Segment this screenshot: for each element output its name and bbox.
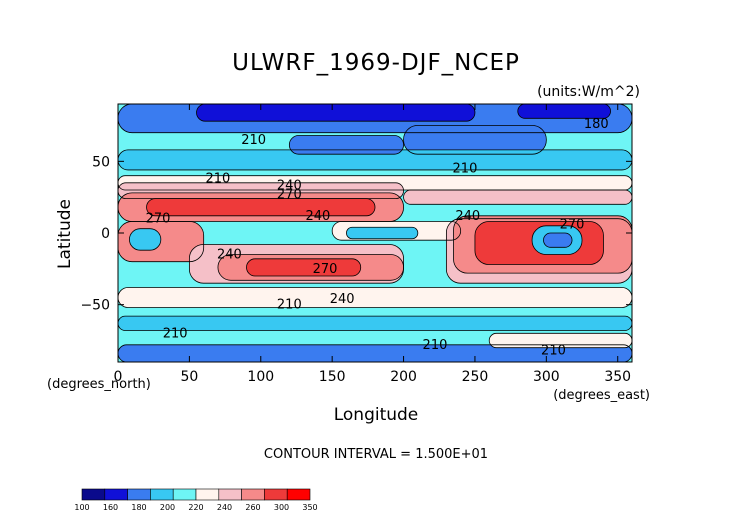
colorbar-swatch [150, 488, 174, 501]
x-tick-label: 200 [390, 369, 417, 385]
x-tick-label: 50 [180, 369, 198, 385]
contour-line [288, 135, 404, 155]
contour-label: 210 [453, 162, 478, 177]
x-tick-label: 0 [114, 369, 123, 385]
contour-label: 240 [277, 179, 302, 194]
y-tick-label: 50 [92, 154, 110, 170]
contour-region [403, 190, 632, 205]
y-axis-label: Latitude [55, 199, 75, 269]
contour-label: 240 [305, 209, 330, 224]
chart-title: ULWRF_1969-DJF_NCEP [232, 50, 520, 76]
colorbar-label: 260 [245, 503, 260, 512]
contour-region [118, 149, 632, 170]
y-tick-label: −50 [80, 298, 110, 314]
units-label: (units:W/m^2) [537, 84, 640, 100]
contour-region [196, 104, 475, 122]
contour-region [118, 287, 632, 308]
contour-line [531, 225, 583, 255]
contour-label: 210 [163, 326, 188, 341]
y-axis-ticks: −50 0 50 [80, 154, 632, 314]
contour-region [543, 233, 573, 248]
contour-label: 210 [541, 344, 566, 359]
colorbar-label: 220 [188, 503, 203, 512]
contour-region [118, 344, 632, 362]
x-tick-label: 350 [604, 369, 631, 385]
colorbar-swatch [172, 488, 197, 501]
contour-region [289, 135, 404, 155]
contour-label: 210 [277, 298, 302, 313]
contour-label: 240 [217, 248, 242, 263]
colorbar-label: 300 [274, 503, 289, 512]
x-axis-unit: (degrees_east) [553, 388, 650, 403]
y-axis-unit: (degrees_north) [47, 377, 151, 392]
colorbar-swatch [195, 488, 220, 501]
colorbar-swatch [241, 488, 265, 501]
colorbar-swatch [286, 488, 311, 501]
contour-line [346, 226, 419, 240]
colorbar-label: 200 [160, 503, 175, 512]
contour-line [331, 221, 462, 241]
contour-label: 210 [241, 133, 266, 148]
colorbar-label: 180 [131, 503, 146, 512]
contour-line [146, 198, 376, 217]
colorbar-label: 350 [302, 503, 317, 512]
contour-label: 270 [313, 262, 338, 277]
contour-line [246, 258, 362, 277]
contour-line [217, 254, 404, 281]
contour-label: 270 [560, 217, 585, 232]
x-axis-label: Longitude [334, 405, 419, 425]
contour-line [543, 232, 573, 248]
x-tick-label: 300 [533, 369, 560, 385]
contour-line [474, 221, 604, 265]
colorbar-swatch [264, 488, 288, 501]
contour-label: 240 [455, 209, 480, 224]
contour-label: 210 [206, 172, 231, 187]
x-tick-label: 250 [462, 369, 489, 385]
contour-region [517, 104, 611, 119]
colorbar-swatch [218, 488, 242, 501]
colorbar-swatch [104, 488, 128, 501]
x-tick-label: 150 [319, 369, 346, 385]
contour-region [246, 258, 361, 276]
contour-label: 270 [146, 212, 171, 227]
colorbar-labels: 100 160 180 200 220 240 260 300 350 [74, 503, 317, 512]
contour-region [129, 228, 161, 251]
contour-line [403, 125, 547, 155]
contour-interval-label: CONTOUR INTERVAL = 1.500E+01 [264, 447, 488, 462]
contour-label: 210 [423, 338, 448, 353]
contour-label: 180 [584, 117, 609, 132]
colorbar [81, 488, 311, 501]
x-axis-ticks: 0 50 100 150 200 250 300 350 [114, 104, 631, 385]
contour-region [118, 316, 632, 331]
contour-region [346, 227, 418, 239]
x-tick-label: 100 [247, 369, 274, 385]
y-tick-label: 0 [101, 226, 110, 242]
colorbar-swatch [81, 488, 106, 501]
contour-line [188, 244, 404, 284]
colorbar-swatch [127, 488, 151, 501]
contour-line [129, 228, 162, 251]
contour-label: 240 [330, 292, 355, 307]
colorbar-label: 100 [74, 503, 89, 512]
contour-region [146, 198, 375, 216]
colorbar-label: 240 [217, 503, 232, 512]
colorbar-label: 160 [103, 503, 118, 512]
contour-region [489, 333, 632, 348]
contour-label: 270 [277, 187, 302, 202]
